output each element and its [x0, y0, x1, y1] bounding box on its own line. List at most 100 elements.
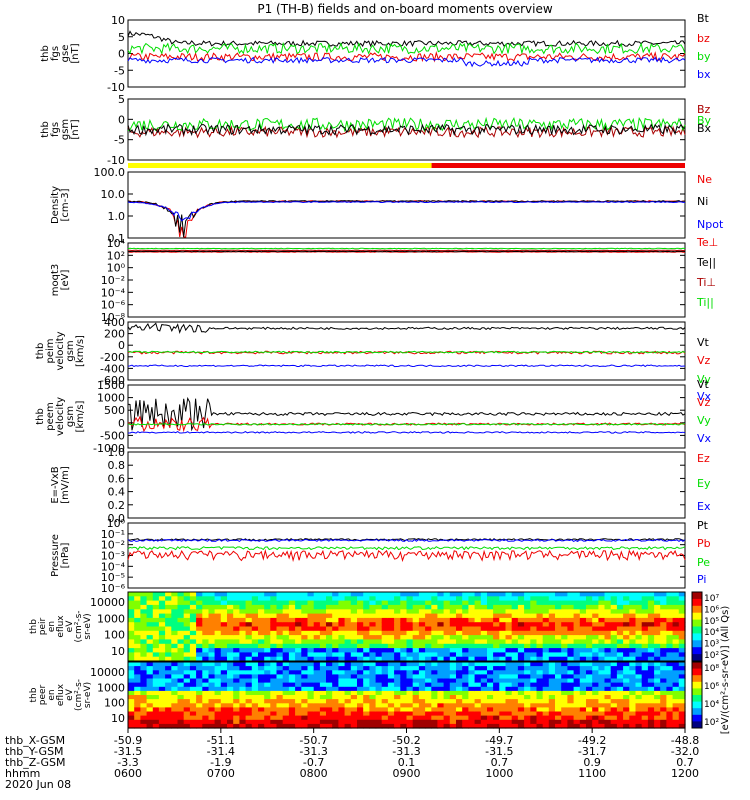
spectrogram-cell	[474, 630, 482, 636]
spectrogram-cell	[660, 711, 667, 717]
spectrogram-cell	[251, 666, 259, 671]
spectrogram-cell	[660, 596, 667, 602]
y-axis-label-line: gsm	[65, 340, 76, 361]
spectrogram-cell	[666, 622, 674, 628]
spectrogram-cell	[350, 630, 358, 636]
spectrogram-cell	[363, 690, 370, 696]
spectrogram-cell	[586, 592, 593, 597]
spectrogram-cell	[394, 626, 401, 632]
spectrogram-cell	[555, 648, 562, 653]
spectrogram-cell	[666, 690, 674, 696]
y-axis-label: thbpeemvelocitygsm[km/s]	[35, 397, 86, 436]
spectrogram-cell	[171, 604, 179, 610]
spectrogram-cell	[647, 670, 655, 675]
spectrogram-cell	[678, 622, 686, 628]
spectrogram-cell	[128, 723, 135, 729]
spectrogram-cell	[474, 652, 482, 658]
spectrogram-cell	[592, 652, 599, 658]
spectrogram-cell	[146, 711, 154, 717]
series-line	[127, 350, 686, 354]
spectrogram-cell	[517, 648, 525, 653]
y-axis-label: thbfgsgsm[nT]	[40, 119, 81, 140]
spectrogram-cell	[530, 592, 538, 597]
spectrogram-cell	[233, 656, 240, 662]
spectrogram-cell	[412, 656, 420, 662]
spectrogram-cell	[158, 686, 166, 692]
spectrogram-cell	[220, 678, 228, 684]
spectrogram-cell	[511, 690, 519, 696]
spectrogram-cell	[270, 639, 278, 645]
spectrogram-cell	[449, 592, 457, 597]
colorbar-cell	[692, 676, 702, 679]
spectrogram-cell	[214, 719, 222, 725]
spectrogram-cell	[394, 617, 401, 623]
spectrogram-cell	[264, 723, 271, 729]
spectrogram-cell	[357, 626, 364, 632]
spectrogram-cell	[313, 635, 321, 640]
spectrogram-cell	[660, 703, 667, 708]
spectrogram-cell	[431, 662, 439, 667]
spectrogram-cell	[666, 674, 674, 680]
spectrogram-cell	[660, 604, 667, 610]
spectrogram-cell	[282, 723, 290, 729]
colorbar-cell	[692, 723, 702, 726]
spectrogram-cell	[598, 656, 606, 662]
spectrogram-cell	[301, 648, 309, 653]
spectrogram-cell	[196, 648, 203, 653]
spectrogram-cell	[319, 617, 327, 623]
spectrogram-cell	[468, 609, 476, 615]
spectrogram-cell	[177, 592, 185, 597]
spectrogram-cell	[672, 674, 680, 680]
spectrogram-cell	[350, 699, 358, 704]
spectrogram-cell	[629, 723, 637, 729]
spectrogram-cell	[288, 613, 296, 619]
spectrogram-cell	[623, 635, 630, 640]
spectrogram-cell	[214, 592, 222, 597]
spectrogram-cell	[517, 639, 525, 645]
spectrogram-cell	[635, 719, 643, 725]
spectrogram-cell	[288, 707, 296, 713]
spectrogram-cell	[128, 719, 135, 725]
spectrogram-cell	[400, 686, 408, 692]
spectrogram-cell	[406, 648, 414, 653]
spectrogram-cell	[635, 596, 643, 602]
spectrogram-cell	[542, 715, 550, 721]
spectrogram-cell	[313, 715, 321, 721]
spectrogram-cell	[474, 656, 482, 662]
spectrogram-cell	[406, 596, 414, 602]
spectrogram-cell	[517, 604, 525, 610]
spectrogram-cell	[468, 715, 476, 721]
y-tick-label: 0	[118, 339, 125, 352]
spectrogram-cell	[189, 617, 197, 623]
spectrogram-cell	[505, 613, 513, 619]
colorbar-cell	[692, 626, 702, 629]
spectrogram-cell	[239, 639, 247, 645]
spectrogram-cell	[220, 626, 228, 632]
spectrogram-cell	[152, 686, 160, 692]
spectrogram-cell	[295, 626, 302, 632]
spectrogram-cell	[573, 666, 581, 671]
spectrogram-cell	[220, 719, 228, 725]
spectrogram-cell	[623, 626, 630, 632]
spectrogram-cell	[338, 690, 346, 696]
y-tick-label: 400	[104, 316, 125, 329]
spectrogram-cell	[678, 662, 686, 667]
spectrogram-cell	[171, 639, 179, 645]
spectrogram-cell	[264, 678, 271, 684]
legend-entry: Vz	[697, 354, 711, 367]
spectrogram-cell	[406, 711, 414, 717]
spectrogram-cell	[425, 592, 432, 597]
spectrogram-cell	[183, 600, 191, 606]
spectrogram-cell	[511, 695, 519, 700]
spectrogram-cell	[499, 609, 507, 615]
spectrogram-cell	[524, 682, 531, 688]
spectrogram-cell	[647, 622, 655, 628]
spectrogram-cell	[418, 630, 426, 636]
spectrogram-cell	[208, 626, 216, 632]
spectrogram-cell	[462, 690, 469, 696]
spectrogram-cell	[573, 613, 581, 619]
y-tick-label: -5	[114, 134, 125, 147]
spectrogram-cell	[350, 639, 358, 645]
spectrogram-cell	[412, 613, 420, 619]
spectrogram-cell	[338, 630, 346, 636]
